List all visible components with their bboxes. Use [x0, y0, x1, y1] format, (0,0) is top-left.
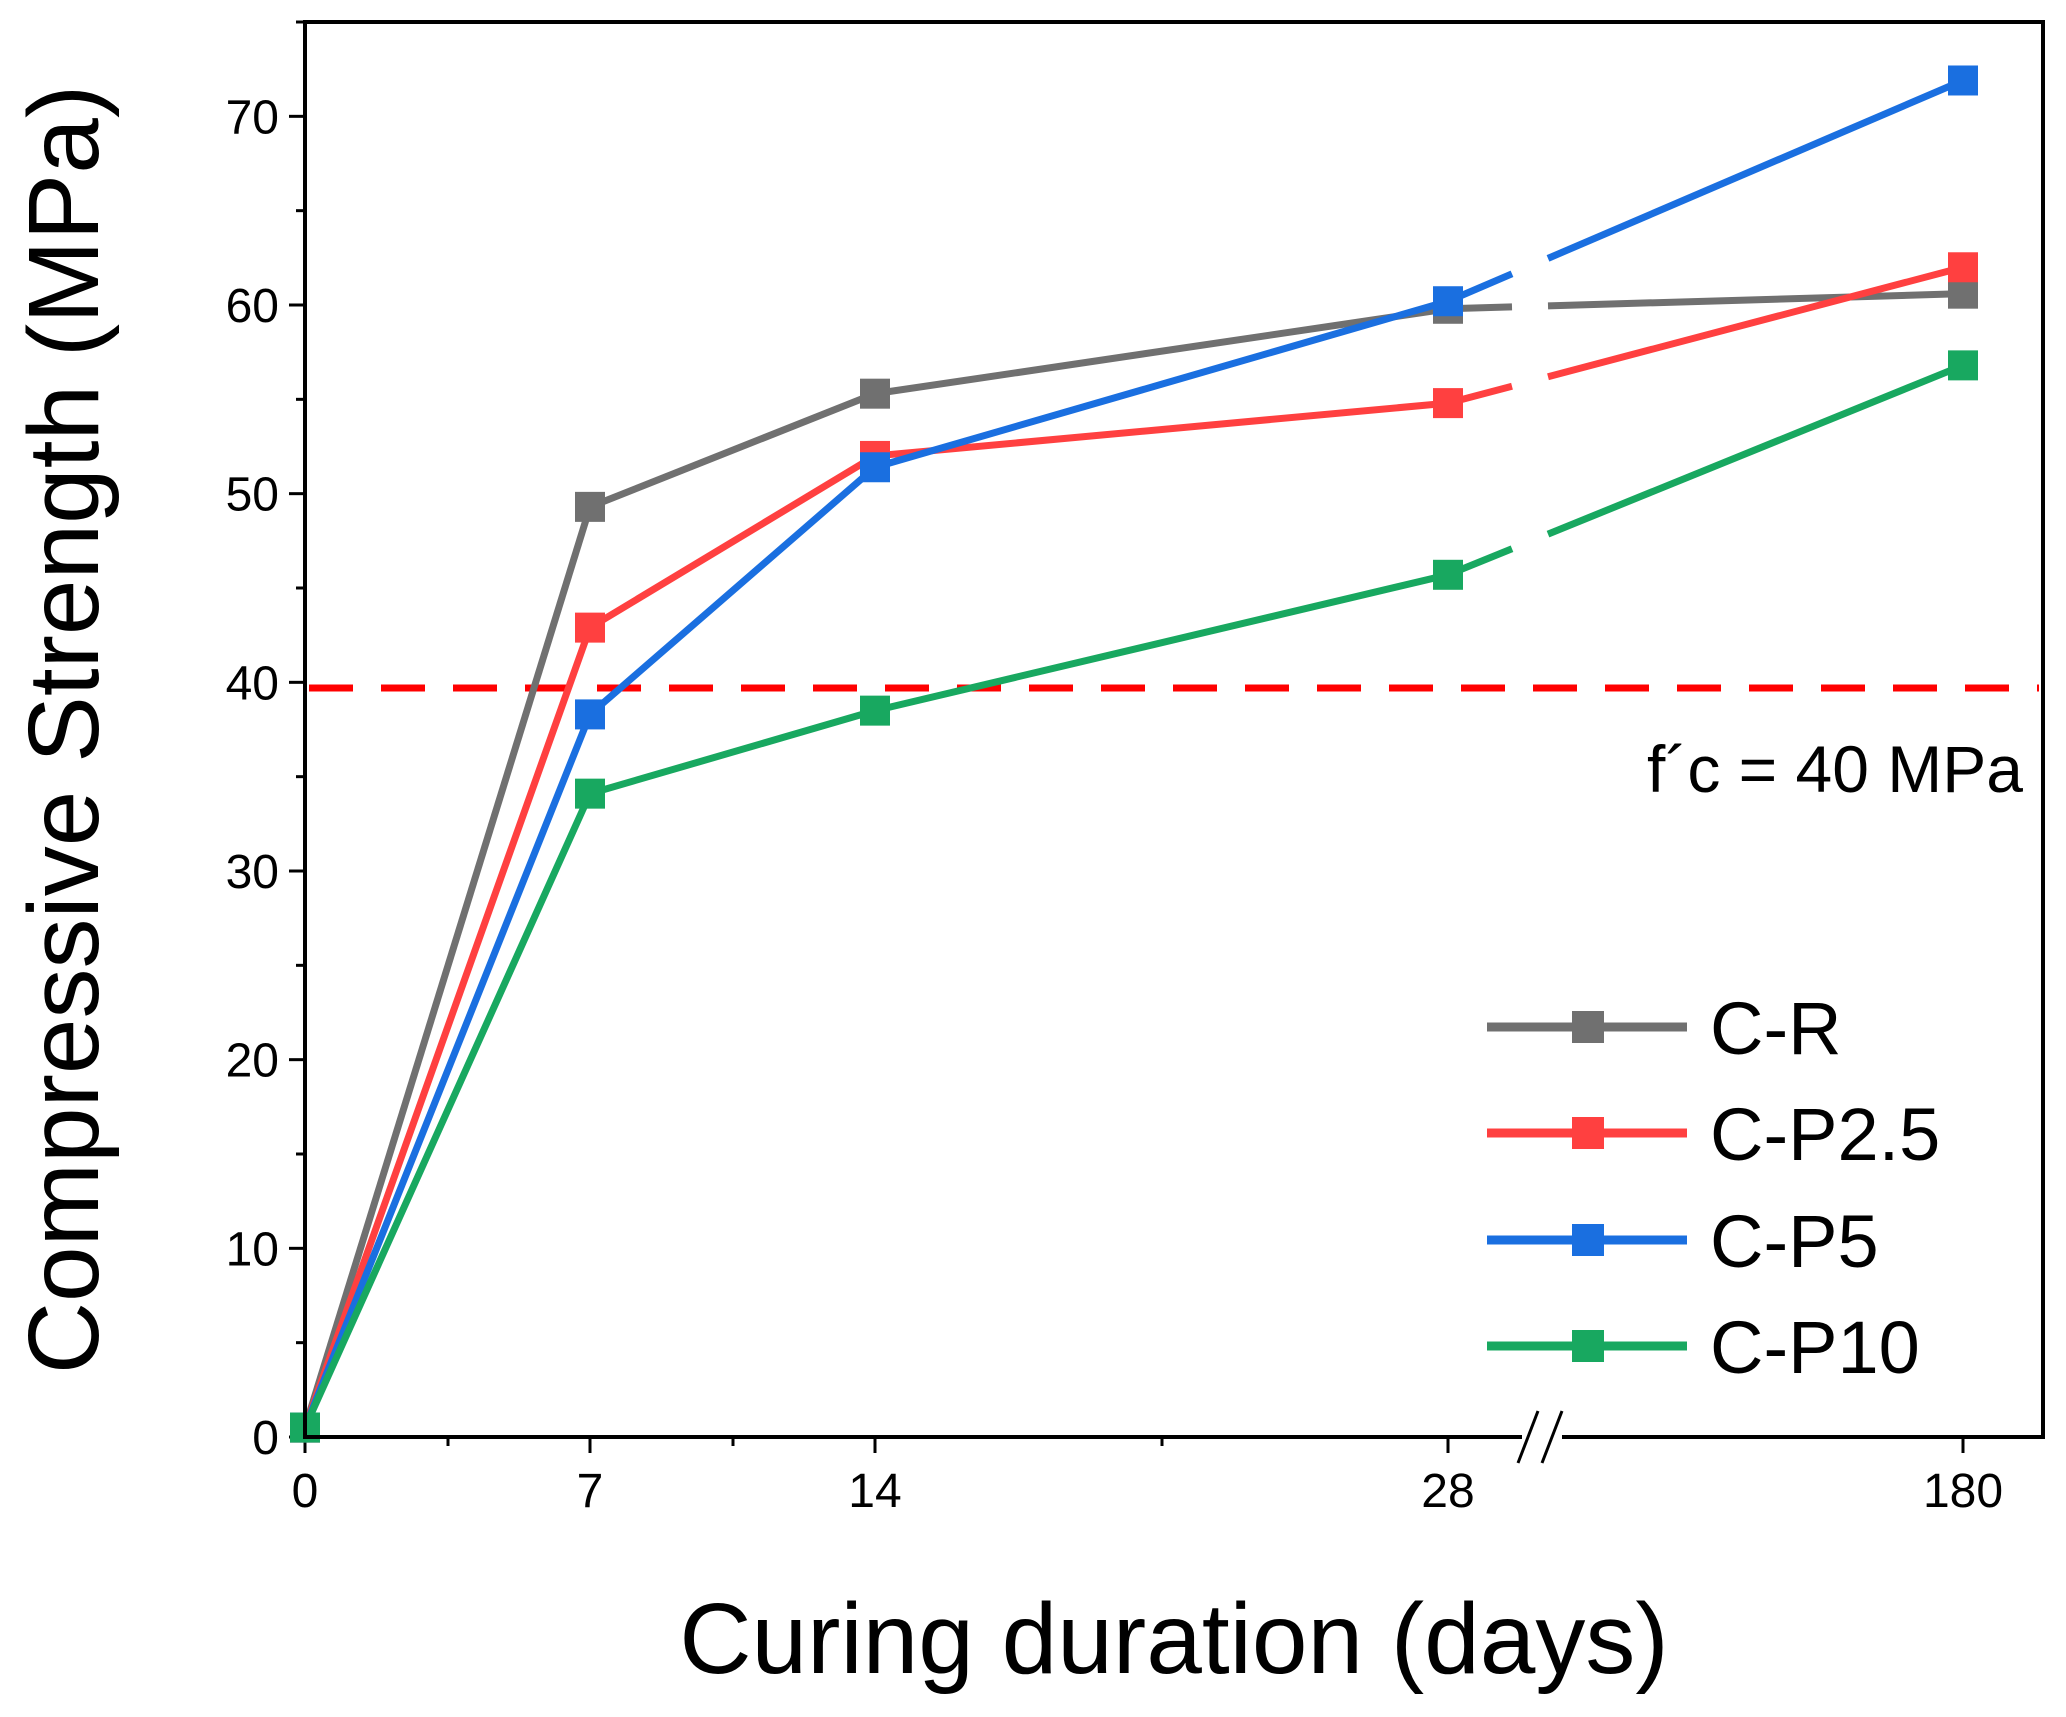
legend-marker — [1572, 1330, 1604, 1362]
legend-label: C-P2.5 — [1710, 1093, 1940, 1176]
y-tick-label: 10 — [226, 1223, 279, 1276]
data-point-marker — [1433, 286, 1463, 317]
series-line-segment — [301, 713, 594, 1429]
y-tick-label: 20 — [226, 1035, 279, 1088]
data-point-marker — [1433, 388, 1463, 419]
legend-label: C-R — [1710, 987, 1842, 1070]
series-layer — [290, 65, 1978, 1443]
y-tick-label: 0 — [252, 1412, 279, 1465]
x-tick-label: 7 — [577, 1465, 604, 1518]
data-point-marker — [1948, 350, 1978, 381]
data-point-marker — [575, 699, 605, 730]
data-point-marker — [575, 612, 605, 643]
legend-label: C-P10 — [1710, 1306, 1920, 1389]
x-tick-label: 0 — [292, 1465, 319, 1518]
series-line-segment — [874, 297, 1449, 471]
legend: C-R C-P2.5 C-P5 C-P10 — [1487, 987, 1940, 1389]
series-line-segment — [1546, 362, 1965, 538]
x-tick-label: 180 — [1923, 1465, 2003, 1518]
data-point-marker — [860, 452, 890, 483]
x-tick-label: 14 — [848, 1465, 901, 1518]
axis-break-slash — [1540, 1410, 1564, 1464]
series-line-segment — [874, 305, 1449, 398]
series-line-segment — [1546, 77, 1965, 262]
legend-marker — [1572, 1117, 1604, 1149]
series-line-segment — [1547, 263, 1964, 381]
axis-break-slash — [1516, 1410, 1540, 1464]
y-tick-label: 50 — [226, 469, 279, 522]
data-point-marker — [1948, 278, 1978, 309]
y-tick-label: 40 — [226, 657, 279, 710]
series-C-P2.5 — [290, 252, 1978, 1443]
series-line-segment — [588, 452, 877, 631]
legend-marker — [1572, 1224, 1604, 1256]
series-line-segment — [874, 571, 1449, 715]
data-point-marker — [575, 491, 605, 522]
series-line-segment — [301, 792, 594, 1430]
y-tick-label: 30 — [226, 846, 279, 899]
series-line-segment — [301, 626, 594, 1429]
ticks-layer: 0 10 20 30 40 50 60 70 0 7 14 28 180 — [226, 20, 2003, 1518]
reference-line-label: f´c = 40 MPa — [1647, 732, 2023, 806]
series-line-segment — [874, 399, 1449, 460]
series-line-segment — [588, 390, 877, 511]
data-point-marker — [575, 778, 605, 809]
series-line-segment — [587, 464, 878, 718]
data-point-marker — [860, 695, 890, 726]
series-C-P5 — [290, 65, 1978, 1443]
series-line-segment — [301, 505, 594, 1429]
data-point-marker — [1433, 559, 1463, 590]
data-point-marker — [1948, 252, 1978, 283]
series-C-P10 — [290, 350, 1978, 1443]
series-line-segment — [1547, 290, 1964, 310]
plot-frame — [303, 20, 2045, 1439]
data-point-marker — [860, 378, 890, 409]
data-point-marker — [1948, 65, 1978, 96]
legend-label: C-P5 — [1710, 1200, 1879, 1283]
x-tick-label: 28 — [1421, 1465, 1474, 1518]
y-tick-label: 70 — [226, 91, 279, 144]
y-tick-label: 60 — [226, 280, 279, 333]
series-line-segment — [589, 707, 876, 798]
axis-break-mark — [1516, 1410, 1564, 1464]
x-axis-title: Curing duration (days) — [679, 1583, 1668, 1695]
y-axis-title: Compressive Strength (MPa) — [8, 85, 120, 1374]
legend-marker — [1572, 1011, 1604, 1043]
